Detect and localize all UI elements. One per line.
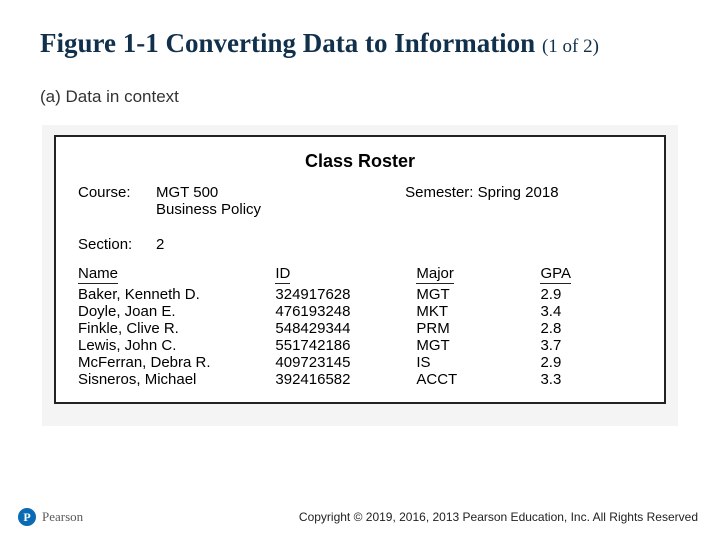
section-label: Section:	[78, 236, 156, 253]
figure-title-part: (1 of 2)	[542, 36, 599, 57]
pearson-logo-icon: P	[18, 508, 36, 526]
semester: Semester: Spring 2018	[405, 184, 642, 218]
table-row: Sisneros, Michael392416582ACCT3.3	[78, 371, 642, 388]
cell-name: Lewis, John C.	[78, 337, 275, 354]
col-header-id: ID	[275, 265, 290, 284]
course-name: Business Policy	[156, 201, 261, 218]
brand-name: Pearson	[42, 509, 83, 525]
figure-subtitle: (a) Data in context	[40, 87, 680, 107]
cell-id: 392416582	[275, 371, 416, 388]
roster-meta-row: Course: MGT 500 Business Policy Semester…	[78, 184, 642, 218]
roster-table: Name ID Major GPA Baker, Kenneth D.32491…	[78, 265, 642, 388]
cell-name: Finkle, Clive R.	[78, 320, 275, 337]
roster-heading: Class Roster	[78, 151, 642, 172]
course-label: Course:	[78, 184, 156, 218]
footer: P Pearson Copyright © 2019, 2016, 2013 P…	[0, 508, 720, 526]
cell-gpa: 2.9	[540, 286, 642, 303]
cell-gpa: 3.4	[540, 303, 642, 320]
section-value: 2	[156, 236, 164, 253]
col-header-gpa: GPA	[540, 265, 571, 284]
roster-container: Class Roster Course: MGT 500 Business Po…	[42, 125, 678, 426]
cell-gpa: 3.3	[540, 371, 642, 388]
cell-major: MGT	[416, 286, 540, 303]
table-row: McFerran, Debra R.409723145IS2.9	[78, 354, 642, 371]
cell-name: Baker, Kenneth D.	[78, 286, 275, 303]
cell-name: Sisneros, Michael	[78, 371, 275, 388]
cell-id: 409723145	[275, 354, 416, 371]
figure-title: Figure 1-1 Converting Data to Informatio…	[40, 28, 680, 59]
cell-major: PRM	[416, 320, 540, 337]
cell-major: MKT	[416, 303, 540, 320]
cell-gpa: 2.8	[540, 320, 642, 337]
brand: P Pearson	[18, 508, 83, 526]
cell-id: 551742186	[275, 337, 416, 354]
cell-major: ACCT	[416, 371, 540, 388]
table-row: Baker, Kenneth D.324917628MGT2.9	[78, 286, 642, 303]
cell-major: IS	[416, 354, 540, 371]
table-row: Doyle, Joan E.476193248MKT3.4	[78, 303, 642, 320]
course-code: MGT 500	[156, 184, 261, 201]
cell-id: 324917628	[275, 286, 416, 303]
cell-name: McFerran, Debra R.	[78, 354, 275, 371]
table-row: Finkle, Clive R.548429344PRM2.8	[78, 320, 642, 337]
roster-box: Class Roster Course: MGT 500 Business Po…	[54, 135, 666, 404]
cell-name: Doyle, Joan E.	[78, 303, 275, 320]
section-row: Section: 2	[78, 236, 642, 253]
cell-gpa: 3.7	[540, 337, 642, 354]
table-row: Lewis, John C.551742186MGT3.7	[78, 337, 642, 354]
figure-title-main: Figure 1-1 Converting Data to Informatio…	[40, 28, 542, 58]
cell-id: 548429344	[275, 320, 416, 337]
col-header-name: Name	[78, 265, 118, 284]
col-header-major: Major	[416, 265, 454, 284]
cell-gpa: 2.9	[540, 354, 642, 371]
cell-major: MGT	[416, 337, 540, 354]
copyright: Copyright © 2019, 2016, 2013 Pearson Edu…	[299, 510, 698, 524]
cell-id: 476193248	[275, 303, 416, 320]
